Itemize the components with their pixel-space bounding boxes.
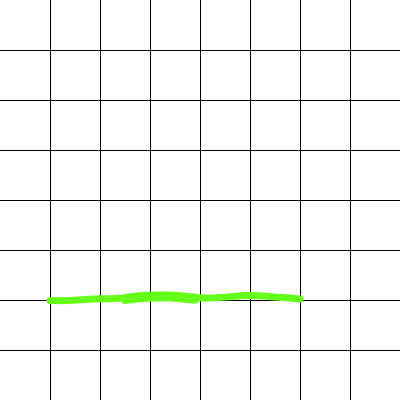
- green-brush-stroke-thick-segment: [120, 291, 200, 304]
